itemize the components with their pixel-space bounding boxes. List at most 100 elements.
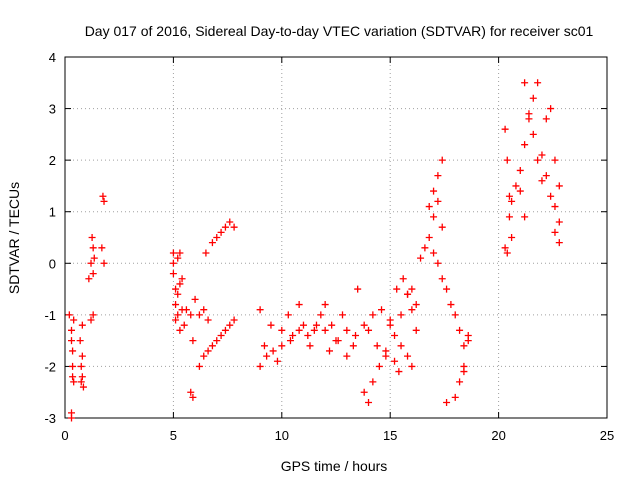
plus-marker: [278, 326, 286, 334]
data-point: [213, 234, 221, 241]
plus-marker: [226, 321, 234, 329]
data-point: [230, 316, 238, 324]
plus-marker: [434, 172, 442, 180]
data-point: [360, 388, 368, 396]
data-point: [395, 368, 403, 376]
plus-marker: [447, 301, 455, 309]
data-point: [256, 306, 264, 314]
plus-marker: [178, 275, 186, 283]
plus-marker: [551, 228, 559, 236]
plus-marker: [88, 234, 96, 241]
data-point: [172, 316, 180, 324]
plus-marker: [555, 218, 563, 226]
data-point: [189, 393, 197, 401]
plus-marker: [286, 337, 294, 345]
data-point: [174, 311, 182, 319]
plus-marker: [174, 290, 182, 298]
x-tick-label: 20: [491, 428, 505, 443]
plus-marker: [443, 399, 451, 407]
plus-marker: [226, 218, 234, 226]
plus-marker: [78, 321, 86, 329]
plus-marker: [360, 321, 368, 329]
plus-marker: [195, 311, 203, 319]
data-point: [77, 362, 85, 370]
data-point: [295, 301, 303, 309]
plus-marker: [421, 244, 429, 252]
plus-marker: [354, 285, 362, 293]
data-point: [172, 301, 180, 309]
data-point: [343, 352, 351, 360]
data-point: [521, 213, 529, 221]
plus-marker: [169, 270, 177, 278]
data-point: [221, 326, 229, 334]
data-point: [78, 373, 86, 381]
data-point: [295, 326, 303, 334]
plus-marker: [521, 79, 529, 87]
plus-marker: [438, 275, 446, 283]
plus-marker: [278, 342, 286, 350]
plus-marker: [408, 362, 416, 370]
data-point: [321, 301, 329, 309]
data-point: [391, 331, 399, 339]
plus-marker: [503, 249, 511, 257]
data-point: [397, 311, 405, 319]
plus-marker: [412, 326, 420, 334]
plus-marker: [373, 342, 381, 350]
plus-marker: [505, 192, 513, 200]
data-point: [438, 275, 446, 283]
data-point: [430, 187, 438, 195]
data-point: [382, 347, 390, 355]
plus-marker: [460, 368, 468, 376]
plus-marker: [68, 326, 76, 334]
data-point: [217, 331, 225, 339]
data-point: [269, 347, 277, 355]
data-point: [169, 249, 177, 257]
plus-marker: [187, 388, 195, 396]
plus-marker: [534, 156, 542, 164]
data-point: [339, 311, 347, 319]
data-point: [534, 79, 542, 87]
plus-marker: [534, 79, 542, 87]
plus-marker: [79, 383, 87, 391]
plus-marker: [438, 156, 446, 164]
plus-marker: [85, 275, 93, 283]
plus-marker: [547, 105, 555, 113]
plus-marker: [343, 352, 351, 360]
data-point: [399, 275, 407, 283]
plus-marker: [172, 316, 180, 324]
plus-marker: [169, 259, 177, 267]
data-point: [189, 337, 197, 345]
data-point: [430, 213, 438, 221]
data-point: [555, 239, 563, 247]
data-point: [176, 280, 184, 288]
data-point: [516, 187, 524, 195]
plus-marker: [202, 249, 210, 257]
y-tick-label: -1: [44, 308, 56, 323]
data-point: [464, 337, 472, 345]
data-points: [65, 79, 563, 422]
data-point: [538, 151, 546, 159]
data-point: [375, 362, 383, 370]
data-point: [360, 321, 368, 329]
plus-marker: [505, 213, 513, 221]
plus-marker: [200, 352, 208, 360]
data-point: [68, 326, 76, 334]
chart-title: Day 017 of 2016, Sidereal Day-to-day VTE…: [85, 23, 594, 39]
data-point: [412, 301, 420, 309]
data-point: [306, 342, 314, 350]
data-point: [325, 347, 333, 355]
data-point: [174, 290, 182, 298]
y-tick-label: 4: [49, 50, 56, 65]
plus-marker: [213, 234, 221, 241]
data-point: [529, 94, 537, 102]
data-point: [391, 357, 399, 365]
data-point: [260, 342, 268, 350]
plus-marker: [100, 259, 108, 267]
data-point: [99, 192, 107, 200]
plus-marker: [391, 331, 399, 339]
data-point: [68, 414, 76, 422]
data-point: [547, 105, 555, 113]
plus-marker: [176, 249, 184, 257]
data-point: [263, 352, 271, 360]
y-tick-label: -3: [44, 411, 56, 426]
